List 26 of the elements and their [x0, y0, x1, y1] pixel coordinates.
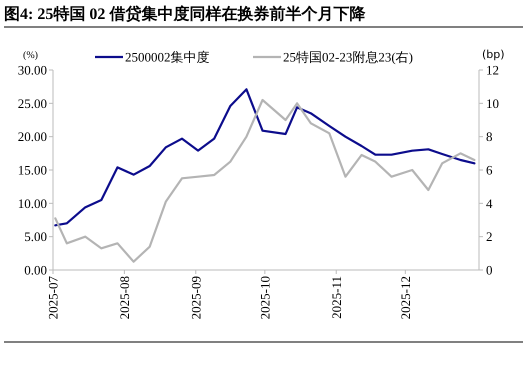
x-tick-label: 2025-08: [116, 276, 132, 320]
y2-axis-title: (bp): [482, 48, 505, 61]
x-tick-label: 2025-12: [398, 276, 413, 320]
y2-tick-label: 4: [486, 196, 493, 211]
y-axis-title: (%): [23, 50, 38, 61]
legend-label: 25特国02-23附息23(右): [283, 50, 413, 65]
x-tick-label: 2025-11: [328, 276, 344, 319]
y2-tick-label: 12: [486, 62, 499, 78]
y2-tick-label: 10: [486, 96, 499, 111]
y2-tick-label: 0: [486, 262, 492, 278]
x-tick-label: 2025-10: [257, 276, 272, 320]
legend-label: 2500002集中度: [125, 50, 210, 65]
y2-tick-label: 8: [486, 129, 492, 144]
y2-tick-label: 2: [486, 229, 492, 244]
x-tick-label: 2025-09: [188, 276, 204, 320]
x-tick-label: 2025-07: [46, 276, 61, 320]
y-tick-label: 20.00: [18, 129, 47, 144]
y-tick-label: 25.00: [18, 96, 47, 111]
line-series: [54, 88, 476, 226]
chart-title: 图4: 25特国 02 借贷集中度同样在换券前半个月下降: [4, 4, 366, 23]
y-tick-label: 15.00: [18, 162, 47, 178]
y-tick-label: 5.00: [24, 229, 47, 244]
y-tick-label: 30.00: [18, 62, 47, 78]
y2-tick-label: 6: [486, 162, 493, 178]
y-tick-label: 0.00: [24, 262, 47, 278]
y-tick-label: 10.00: [18, 196, 47, 211]
